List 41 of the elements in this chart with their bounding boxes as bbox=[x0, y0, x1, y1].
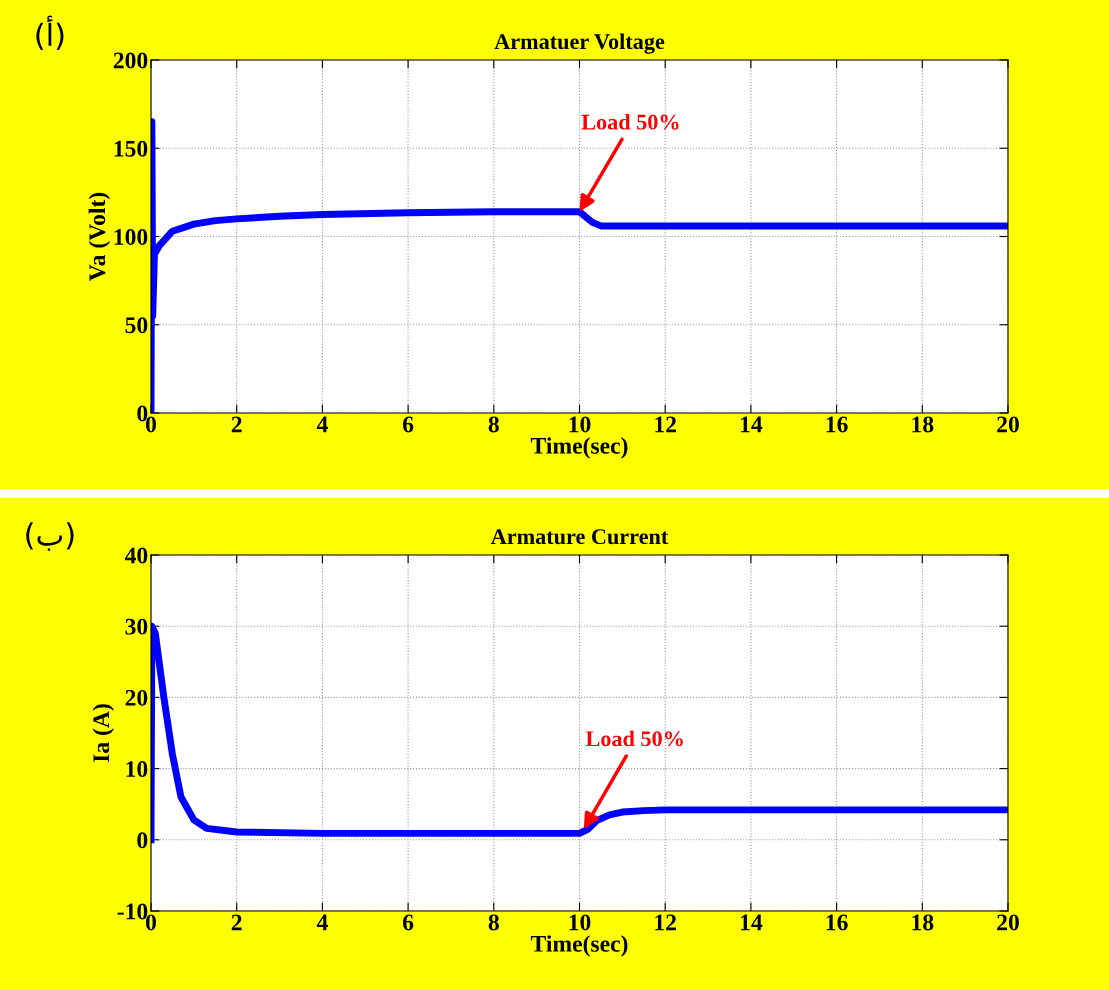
x-tick-label: 12 bbox=[655, 416, 676, 433]
x-axis-title: Time(sec) bbox=[530, 935, 628, 957]
x-tick-label: 10 bbox=[569, 416, 591, 433]
x-axis-title: Time(sec) bbox=[530, 437, 628, 459]
x-tick-label: 16 bbox=[826, 416, 848, 433]
y-tick-label: 0 bbox=[137, 405, 148, 422]
x-tick-label: 6 bbox=[403, 416, 414, 433]
text: (أ) bbox=[36, 15, 64, 50]
x-tick-label: 6 bbox=[403, 914, 414, 931]
x-tick-label: 12 bbox=[655, 914, 676, 931]
y-axis-title: Va (Volt) bbox=[88, 192, 111, 281]
x-tick-label: 8 bbox=[488, 914, 499, 931]
y-tick-label: -10 bbox=[117, 903, 148, 920]
text: (ب) bbox=[26, 522, 74, 551]
x-tick-label: 10 bbox=[569, 914, 591, 931]
x-tick-label: 8 bbox=[488, 416, 499, 433]
x-tick-label: 4 bbox=[316, 914, 328, 931]
y-tick-label: 10 bbox=[126, 761, 148, 778]
x-tick-label: 20 bbox=[997, 914, 1019, 931]
y-tick-label: 100 bbox=[114, 228, 148, 245]
x-tick-label: 20 bbox=[997, 416, 1019, 433]
y-tick-label: 40 bbox=[124, 547, 148, 564]
chart-title: Armature Current bbox=[490, 529, 669, 545]
x-tick-label: 14 bbox=[740, 914, 763, 931]
annotation: Load 50% bbox=[585, 730, 683, 747]
x-tick-label: 2 bbox=[231, 416, 242, 433]
x-tick-label: 16 bbox=[826, 914, 848, 931]
y-tick-label: 0 bbox=[137, 832, 148, 849]
y-axis-title: Ia (A) bbox=[92, 704, 114, 763]
y-tick-label: 30 bbox=[125, 618, 148, 635]
x-tick-label: 4 bbox=[316, 416, 328, 433]
annotation: Load 50% bbox=[581, 113, 679, 130]
y-tick-label: 20 bbox=[125, 689, 148, 706]
x-tick-label: 14 bbox=[740, 416, 763, 433]
y-tick-label: 50 bbox=[125, 317, 148, 334]
x-tick-label: 18 bbox=[912, 914, 934, 931]
chart-title: Armatuer Voltage bbox=[494, 33, 665, 54]
x-tick-label: 18 bbox=[912, 416, 934, 433]
x-tick-label: 2 bbox=[231, 914, 242, 931]
y-tick-label: 200 bbox=[113, 52, 148, 69]
y-tick-label: 150 bbox=[114, 140, 148, 157]
